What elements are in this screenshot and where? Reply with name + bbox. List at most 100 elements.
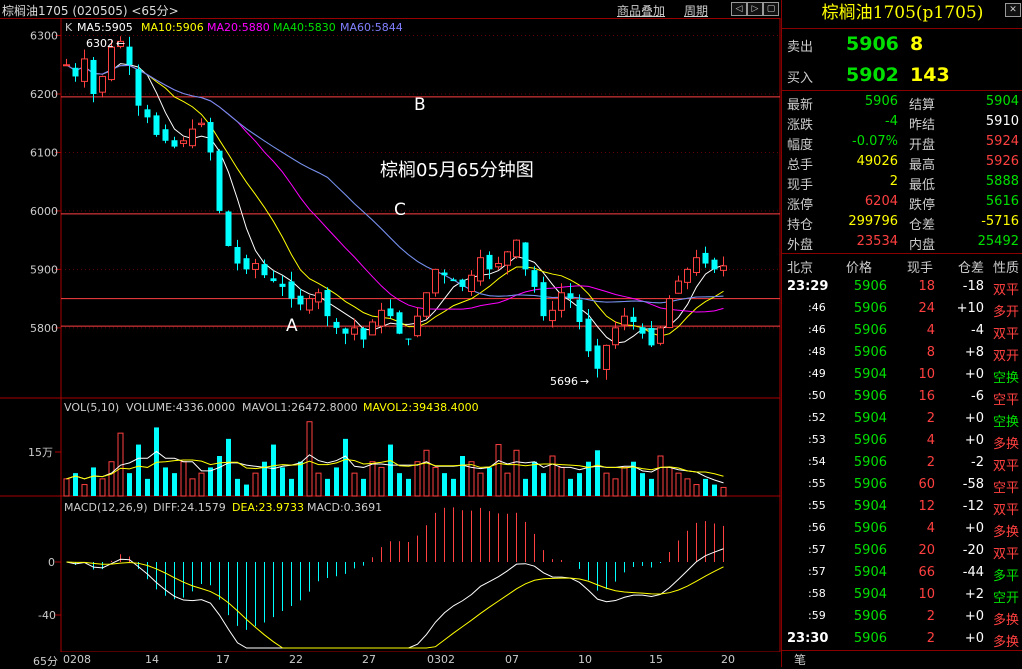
wave-label-c: C [394,200,406,220]
candlesticks [63,36,727,380]
volume-ma-line [66,458,724,480]
candle-body [108,46,115,81]
candle-body [72,67,79,77]
price-tick-label: 6000 [30,205,58,218]
candle-body [171,140,178,147]
x-tick: 27 [362,653,376,666]
tick-time: :53 [808,433,826,446]
candle-body [666,298,673,329]
volume-bar [406,478,411,496]
contract-name: 棕榈油1705(p1705) [821,3,984,23]
tick-oi-change: -4 [971,323,984,338]
tick-volume: 4 [926,521,935,536]
volume-bar [640,473,645,496]
volume-bar [351,472,358,497]
candle-body [711,259,718,270]
candle-body [612,327,619,346]
volume-bar [451,478,456,496]
tick-price: 5904 [853,411,887,426]
candle-body [99,75,106,93]
tick-oi-change: +0 [964,433,984,448]
tick-tab[interactable]: 笔 [794,653,807,667]
volume-bar [712,484,717,496]
tick-oi-change: +0 [964,367,984,382]
stat-label: 总手 [787,158,814,173]
candle-body [369,321,376,336]
scroll-right-button[interactable]: ▷ [747,2,763,16]
close-button[interactable]: ✕ [1005,3,1021,17]
tick-volume: 2 [926,455,935,470]
tick-column-header: 仓差 [957,261,984,276]
candle-body [639,327,646,334]
scroll-left-button[interactable]: ◁ [731,2,747,16]
tick-volume: 16 [918,389,935,404]
tick-time: :59 [808,609,826,622]
stat-label: 涨跌 [787,118,814,133]
tick-time: :46 [808,323,826,336]
x-tick: 15 [649,653,663,666]
stat-value: 5888 [985,174,1019,189]
volume-bar [468,461,475,497]
candle-body [486,254,493,270]
volume-bar [675,472,682,497]
candle-body [702,252,709,264]
maximize-button[interactable]: ▢ [763,2,779,16]
volume-bar [477,472,484,497]
candle-body [216,150,223,211]
chart-svg[interactable]: 6300 6200 6100 6000 5900 5800 K MA5:5905 MA10… [0,17,781,653]
tick-volume: 2 [926,609,935,624]
chart-area[interactable]: 6300 6200 6100 6000 5900 5800 K MA5:5905 MA10… [0,17,781,653]
stat-label: 幅度 [787,138,814,153]
tick-price: 5906 [853,477,887,492]
dea-line [66,561,724,649]
wave-label-b: B [414,95,426,115]
tick-nature: 空开 [992,591,1019,606]
buy-price: 5902 [846,64,899,86]
tick-volume: 12 [918,499,935,514]
tick-time: :54 [808,455,826,468]
volume-bar [180,461,187,497]
volume-bar [306,421,313,497]
tick-price: 5906 [853,301,887,316]
candle-body [423,292,430,317]
volume-bar [315,472,322,497]
candle-body [450,279,457,282]
dea-value: DEA:23.9733 [232,501,304,514]
tick-price: 5906 [853,521,887,536]
tick-time: :57 [808,565,826,578]
volume-bar [720,486,727,497]
stat-value: 5906 [864,94,898,109]
candle-body [720,265,727,271]
volume-bar [378,466,385,497]
candle-body [225,211,232,246]
x-tick: 14 [145,653,159,666]
stat-label: 持仓 [787,218,814,233]
volume-bar [523,478,528,496]
volume-bar [280,467,285,496]
stat-value: -0.07% [852,134,898,149]
x-tick: 17 [216,653,230,666]
time-axis: 65分 0208 14 17 22 27 0302 07 10 15 20 [0,652,781,668]
overlay-commodity-link[interactable]: 商品叠加 [617,4,666,18]
candle-body [549,309,556,322]
tick-time: :48 [808,345,826,358]
tick-column-header: 价格 [845,261,872,276]
tick-oi-change: +10 [956,301,984,316]
candle-body [162,129,169,141]
stat-label: 结算 [909,98,936,113]
volume-value: VOLUME:4336.0000 [126,401,235,414]
tick-nature: 多平 [992,569,1019,584]
low-arrow: → [580,375,589,388]
period-label[interactable]: 65分 [33,655,58,668]
volume-bar [172,473,177,496]
tick-nature: 空换 [992,371,1019,386]
candle-body [459,279,466,287]
candle-body [279,283,286,287]
price-pane-border [60,17,781,399]
low-annotation: 5696 [550,375,578,388]
divider [782,650,1022,651]
tick-price: 5906 [853,455,887,470]
volume-bar [649,478,654,496]
period-link[interactable]: 周期 [684,4,709,18]
tick-volume: 4 [926,323,935,338]
